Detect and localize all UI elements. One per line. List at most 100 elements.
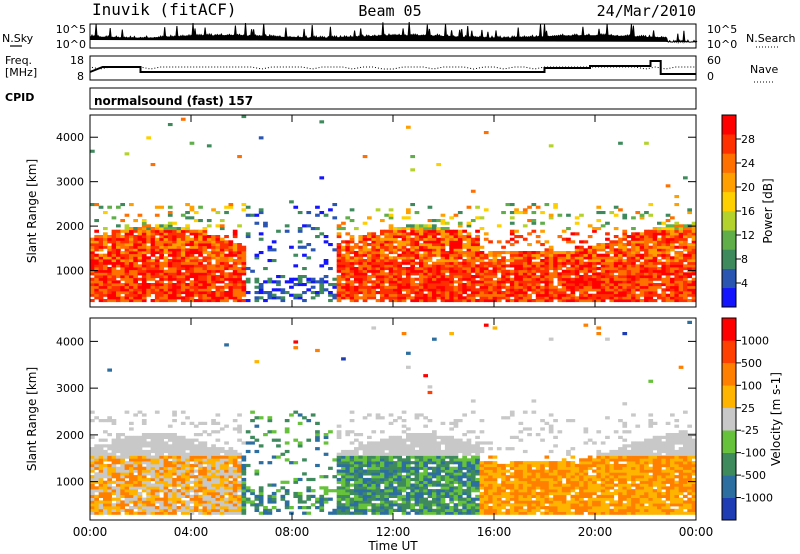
heatmap-cell [319, 176, 325, 180]
heatmap-cell [557, 235, 563, 239]
heatmap-cell [107, 452, 112, 456]
heatmap-cell [509, 253, 515, 257]
heatmap-cell [657, 259, 662, 263]
heatmap-cell [154, 283, 160, 287]
heatmap-cell [189, 469, 195, 473]
heatmap-cell [367, 259, 372, 263]
heatmap-cell [206, 259, 212, 263]
heatmap-cell [289, 461, 294, 465]
heatmap-cell [154, 213, 160, 217]
heatmap-cell [453, 259, 459, 263]
heatmap-cell [609, 245, 615, 249]
heatmap-cell [496, 267, 502, 271]
heatmap-cell [120, 256, 125, 260]
heatmap-cell [133, 477, 138, 482]
heatmap-cell [406, 248, 411, 252]
heatmap-cell [367, 285, 372, 289]
heatmap-cell [380, 475, 385, 479]
heatmap-cell [354, 455, 359, 459]
heatmap-cell [189, 458, 195, 462]
heatmap-cell [349, 208, 355, 212]
heatmap-cell [358, 240, 364, 244]
heatmap-cell [527, 219, 532, 223]
heatmap-cell [98, 240, 104, 244]
heatmap-cell [345, 243, 351, 247]
heatmap-cell [172, 227, 177, 231]
heatmap-cell [596, 261, 602, 265]
heatmap-cell [388, 480, 394, 484]
heatmap-cell [540, 269, 545, 273]
heatmap-cell [107, 296, 112, 300]
heatmap-cell [570, 251, 576, 255]
heatmap-cell [258, 489, 264, 493]
heatmap-cell [232, 475, 238, 479]
heatmap-cell [657, 248, 662, 252]
heatmap-cell [639, 288, 645, 292]
heatmap-cell [466, 275, 472, 279]
heatmap-cell [111, 299, 117, 303]
heatmap-cell [354, 280, 359, 284]
heatmap-cell [237, 455, 242, 459]
heatmap-cell [375, 466, 381, 470]
heatmap-cell [440, 248, 446, 252]
heatmap-cell [384, 280, 389, 284]
heatmap-cell [354, 272, 359, 276]
heatmap-cell [670, 272, 675, 276]
heatmap-cell [172, 277, 177, 281]
heatmap-cell [133, 480, 138, 484]
heatmap-cell [410, 288, 415, 292]
heatmap-cell [609, 267, 615, 271]
heatmap-cell [423, 480, 428, 484]
heatmap-cell [470, 291, 476, 295]
heatmap-cell [618, 293, 623, 297]
heatmap-cell [583, 293, 589, 297]
heatmap-cell [683, 275, 688, 279]
heatmap-cell [574, 232, 580, 236]
heatmap-cell [544, 283, 550, 287]
heatmap-cell [674, 283, 680, 287]
heatmap-cell [189, 232, 195, 236]
heatmap-cell [691, 227, 697, 231]
heatmap-cell [193, 447, 199, 451]
heatmap-cell [561, 296, 567, 300]
heatmap-cell [263, 506, 268, 510]
heatmap-cell [163, 232, 169, 236]
heatmap-cell [150, 163, 156, 167]
heatmap-cell [427, 251, 433, 255]
heatmap-cell [414, 256, 420, 260]
heatmap-cell [527, 296, 532, 300]
heatmap-cell [319, 120, 325, 124]
heatmap-cell [345, 469, 351, 473]
heatmap-cell [605, 275, 610, 279]
heatmap-cell [388, 267, 394, 271]
heatmap-cell [410, 461, 415, 465]
heatmap-cell [116, 253, 121, 257]
heatmap-cell [116, 455, 121, 459]
heatmap-cell [297, 506, 303, 510]
heatmap-cell [116, 472, 121, 476]
heatmap-cell [103, 283, 108, 287]
heatmap-cell [215, 269, 221, 273]
heatmap-cell [232, 272, 238, 276]
heatmap-cell [94, 480, 99, 484]
heatmap-cell [440, 299, 446, 303]
heatmap-cell [414, 416, 420, 420]
heatmap-cell [406, 511, 411, 515]
heatmap-cell [167, 288, 173, 292]
heatmap-cell [358, 245, 364, 249]
heatmap-cell [172, 497, 177, 501]
heatmap-cell [678, 285, 684, 289]
heatmap-cell [116, 508, 121, 512]
heatmap-cell [354, 253, 359, 257]
heatmap-cell [419, 261, 424, 265]
heatmap-cell [276, 489, 281, 493]
heatmap-cell [384, 503, 389, 507]
heatmap-cell [509, 237, 515, 241]
heatmap-cell [423, 275, 428, 279]
heatmap-cell [336, 232, 342, 236]
heatmap-cell [583, 280, 589, 284]
heatmap-cell [406, 267, 411, 271]
heatmap-cell [574, 288, 580, 292]
heatmap-cell [388, 458, 394, 462]
heatmap-cell [432, 253, 437, 257]
